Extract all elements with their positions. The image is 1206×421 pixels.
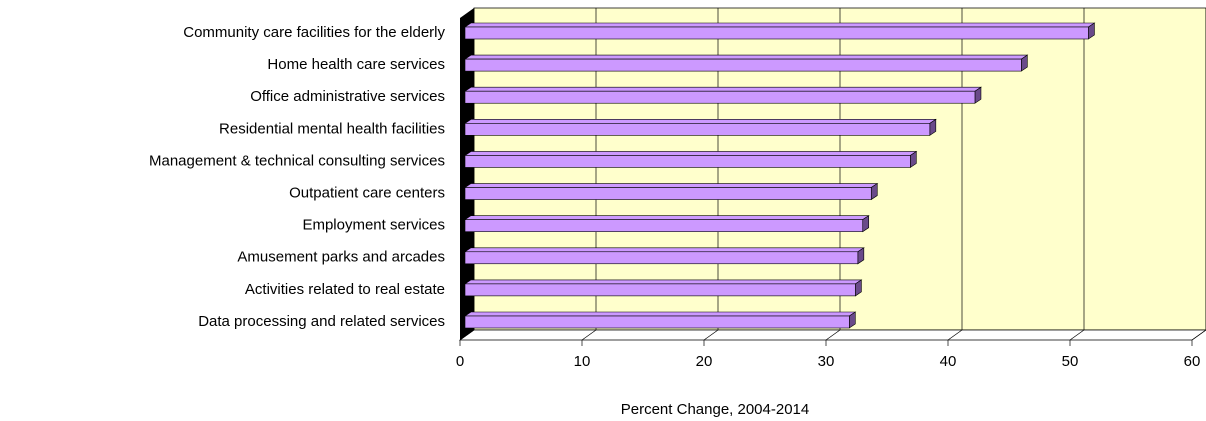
bar-top (464, 119, 937, 124)
y-tick-label: Office administrative services (250, 88, 445, 105)
bar-top (464, 54, 1029, 60)
floor-line (825, 329, 841, 341)
y-tick-label: Activities related to real estate (245, 281, 445, 298)
x-tick-label: 40 (940, 353, 957, 370)
bar-top (464, 151, 918, 156)
y-tick-label: Data processing and related services (198, 313, 445, 330)
bar-top (464, 22, 1096, 28)
bar (464, 219, 864, 232)
bar (464, 58, 1022, 72)
bar-top (464, 279, 863, 285)
y-tick-label: Home health care services (267, 56, 445, 73)
bar (464, 315, 850, 329)
bar-top (464, 215, 870, 220)
x-tick-label: 0 (456, 353, 464, 370)
y-tick-label: Amusement parks and arcades (237, 249, 445, 266)
x-tick-label: 30 (818, 353, 835, 370)
floor-line (581, 329, 597, 341)
floor-line (1191, 329, 1206, 341)
bar-top (464, 247, 865, 253)
x-tick-label: 10 (574, 353, 591, 370)
bar (464, 187, 872, 200)
bar-top (464, 183, 879, 188)
x-axis-title: Percent Change, 2004-2014 (621, 401, 809, 418)
floor-line (947, 329, 963, 341)
x-tick-label: 50 (1062, 353, 1079, 370)
bar (464, 90, 976, 104)
y-tick-label: Management & technical consulting servic… (149, 152, 445, 169)
bar (464, 251, 859, 265)
bar (464, 26, 1089, 40)
bar (464, 155, 911, 168)
y-tick-label: Residential mental health facilities (219, 120, 445, 137)
bar-top (464, 311, 857, 317)
floor-line (1069, 329, 1085, 341)
y-tick-label: Employment services (302, 217, 445, 234)
floor-line (459, 329, 475, 341)
floor-line (703, 329, 719, 341)
bar (464, 283, 856, 297)
y-tick-label: Outpatient care centers (289, 185, 445, 202)
y-tick-label: Community care facilities for the elderl… (183, 24, 445, 41)
bar-top (464, 86, 982, 92)
x-tick-label: 20 (696, 353, 713, 370)
x-tick-label: 60 (1184, 353, 1201, 370)
bar (464, 123, 931, 136)
